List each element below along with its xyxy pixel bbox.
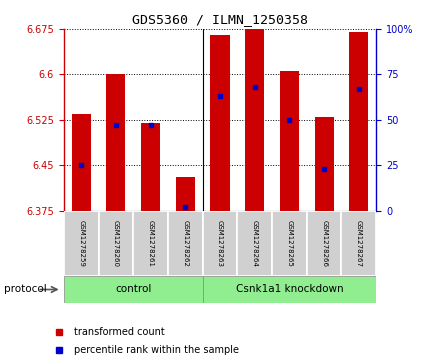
Bar xyxy=(176,177,195,211)
Text: GSM1278261: GSM1278261 xyxy=(147,220,154,267)
Bar xyxy=(203,276,376,303)
Bar xyxy=(280,72,299,211)
Bar xyxy=(106,74,125,211)
Text: GSM1278267: GSM1278267 xyxy=(356,220,362,267)
Bar xyxy=(341,211,376,276)
Bar xyxy=(349,32,368,211)
Bar xyxy=(64,276,203,303)
Bar xyxy=(237,211,272,276)
Text: GSM1278259: GSM1278259 xyxy=(78,220,84,267)
Text: GSM1278265: GSM1278265 xyxy=(286,220,293,267)
Bar xyxy=(72,114,91,211)
Text: percentile rank within the sample: percentile rank within the sample xyxy=(74,345,239,355)
Bar xyxy=(99,211,133,276)
Bar xyxy=(141,123,160,211)
Bar xyxy=(168,211,203,276)
Text: Csnk1a1 knockdown: Csnk1a1 knockdown xyxy=(235,285,343,294)
Bar xyxy=(245,29,264,211)
Text: GSM1278266: GSM1278266 xyxy=(321,220,327,267)
Bar xyxy=(133,211,168,276)
Bar xyxy=(307,211,341,276)
Bar xyxy=(203,211,237,276)
Title: GDS5360 / ILMN_1250358: GDS5360 / ILMN_1250358 xyxy=(132,13,308,26)
Text: protocol: protocol xyxy=(4,285,47,294)
Text: GSM1278263: GSM1278263 xyxy=(217,220,223,267)
Text: GSM1278264: GSM1278264 xyxy=(252,220,258,267)
Text: GSM1278260: GSM1278260 xyxy=(113,220,119,267)
Bar xyxy=(272,211,307,276)
Bar xyxy=(210,35,230,211)
Bar xyxy=(315,117,334,211)
Text: control: control xyxy=(115,285,151,294)
Text: transformed count: transformed count xyxy=(74,327,165,337)
Bar xyxy=(64,211,99,276)
Text: GSM1278262: GSM1278262 xyxy=(182,220,188,267)
